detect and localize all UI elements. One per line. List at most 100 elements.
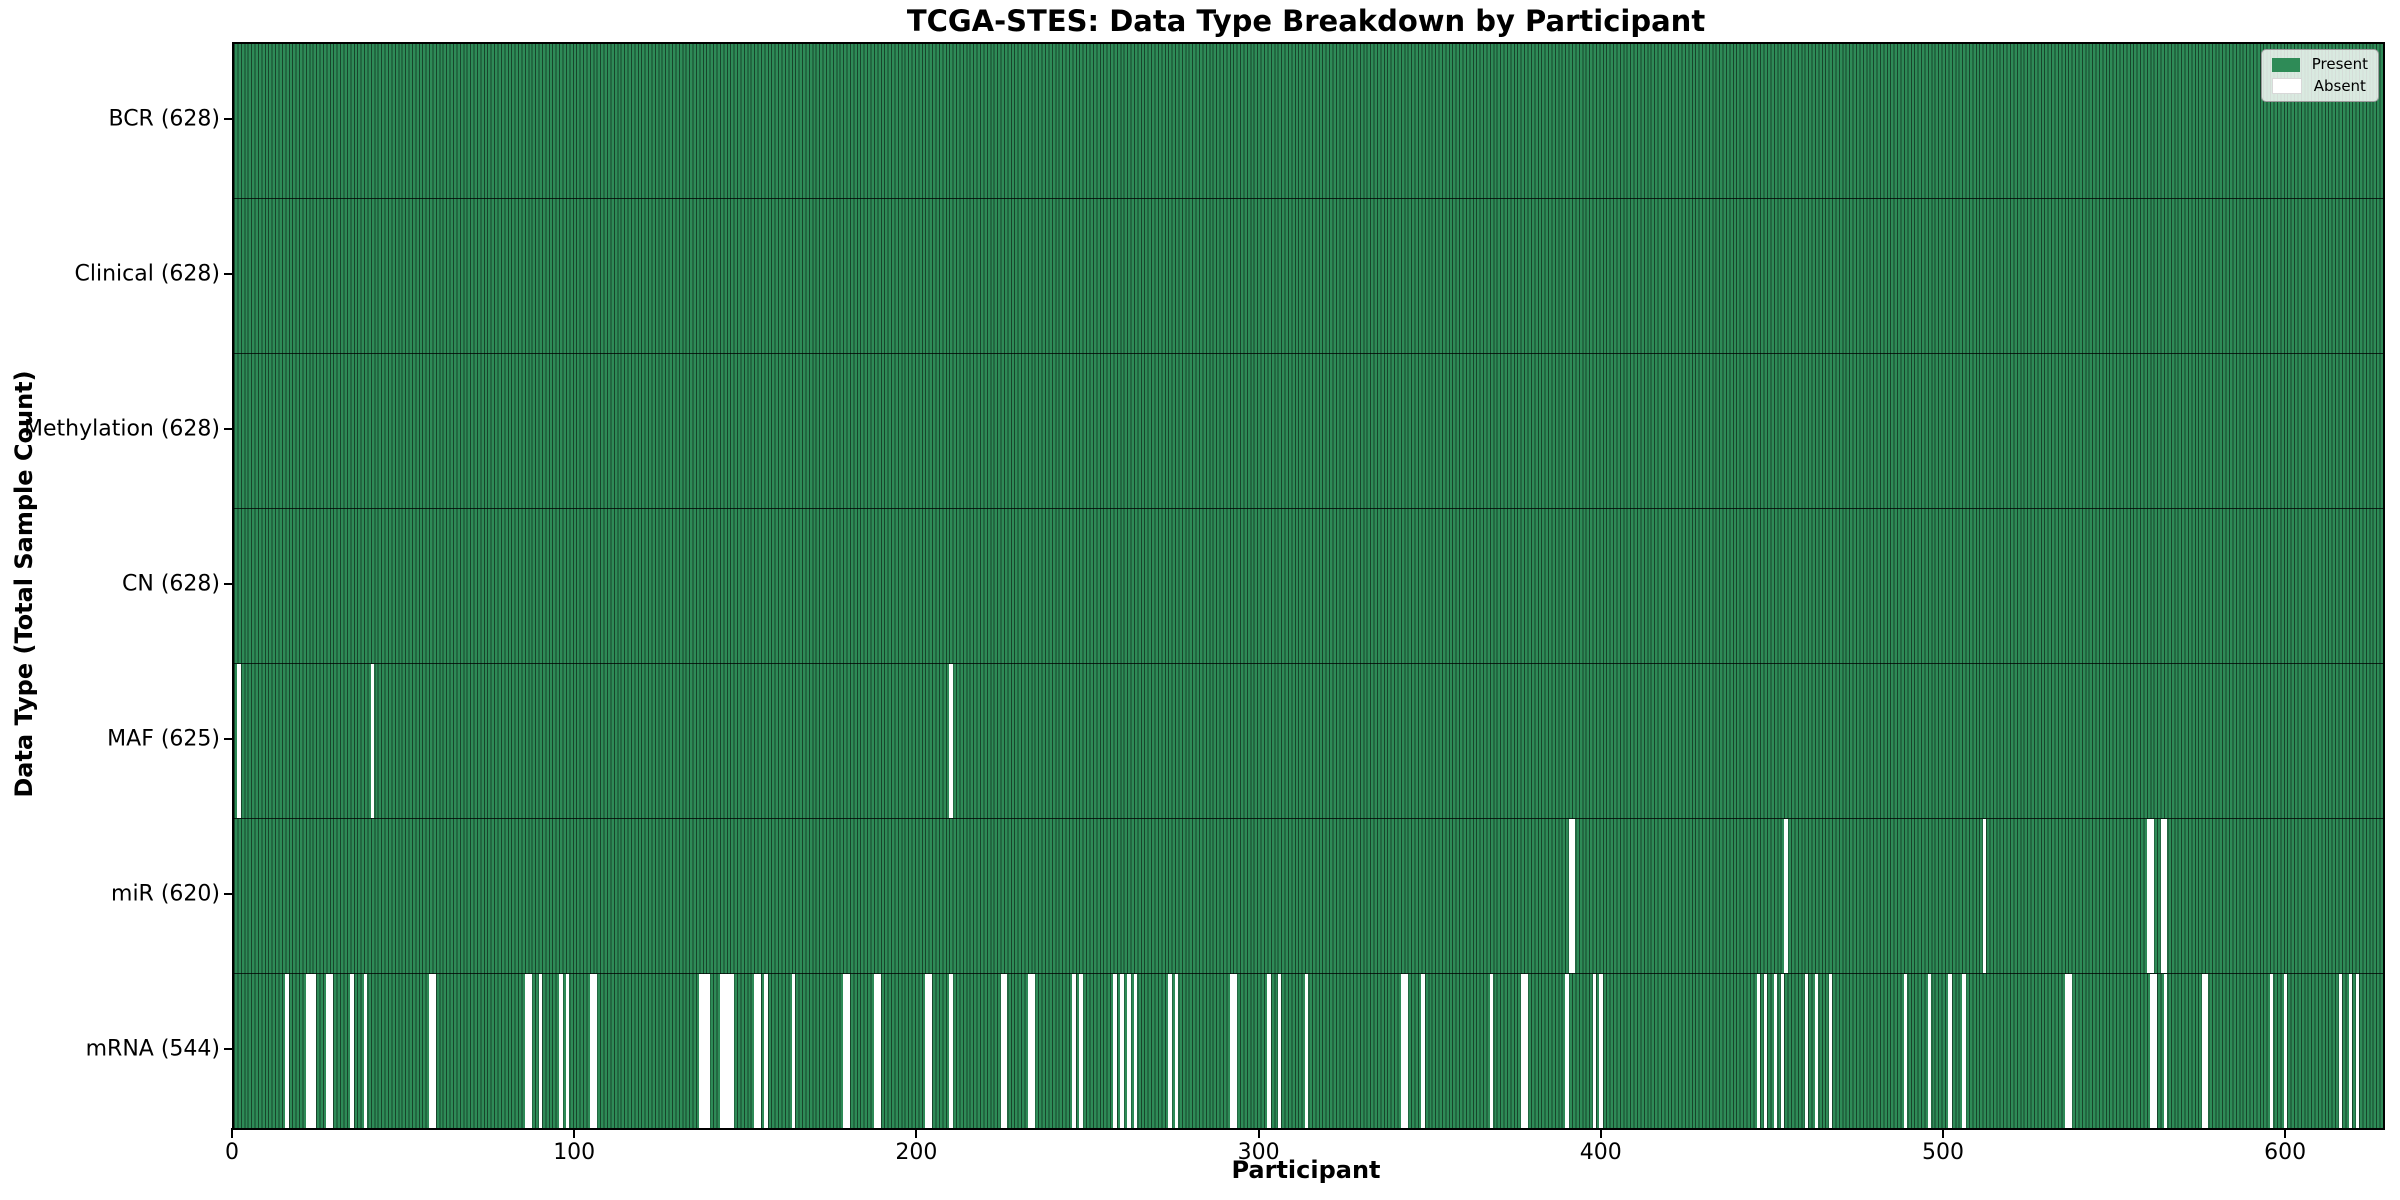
absent-stripe	[1571, 819, 1576, 973]
absent-stripe	[1229, 974, 1234, 1128]
y-tick-label: Clinical (628)	[74, 261, 220, 287]
y-tick-mark	[224, 583, 233, 585]
matrix-row-maf	[234, 663, 2383, 818]
absent-stripe	[2150, 819, 2154, 973]
absent-stripe	[429, 974, 433, 1128]
absent-stripe	[1031, 974, 1035, 1128]
absent-stripe	[2150, 974, 2154, 1128]
absent-stripe	[1814, 974, 1819, 1128]
absent-stripe	[1400, 974, 1405, 1128]
absent-stripe	[706, 974, 710, 1128]
absent-stripe	[305, 974, 310, 1128]
absent-stripe	[2153, 974, 2158, 1128]
absent-stripe	[1784, 819, 1788, 973]
absent-stripe	[699, 974, 703, 1128]
absent-stripe	[285, 974, 289, 1128]
absent-stripe	[791, 974, 796, 1128]
absent-stripe	[2205, 974, 2209, 1128]
y-tick-mark	[224, 892, 233, 895]
y-tick-label: CN (628)	[122, 571, 220, 597]
absent-stripe	[1072, 974, 1076, 1128]
absent-stripe	[1113, 974, 1117, 1128]
chart-title: TCGA-STES: Data Type Breakdown by Partic…	[906, 4, 1706, 38]
y-tick-mark	[224, 1047, 233, 1050]
absent-stripe	[1305, 974, 1309, 1128]
absent-stripe	[2283, 974, 2288, 1128]
x-tick-label: 100	[553, 1140, 596, 1165]
absent-stripe	[1903, 974, 1908, 1128]
absent-stripe	[1948, 974, 1952, 1128]
absent-stripe	[925, 974, 929, 1128]
absent-stripe	[309, 974, 313, 1128]
absent-stripe	[1927, 974, 1932, 1128]
absent-stripe	[2348, 974, 2353, 1128]
absent-stripe	[2146, 819, 2151, 973]
absent-stripe	[370, 664, 375, 818]
absent-stripe	[1828, 974, 1833, 1128]
x-tick-label: 500	[1921, 1140, 1964, 1165]
absent-stripe	[364, 974, 368, 1128]
absent-stripe	[1421, 974, 1425, 1128]
absent-stripe	[1267, 974, 1271, 1128]
absent-stripe	[1780, 974, 1785, 1128]
absent-stripe	[1120, 974, 1124, 1128]
absent-stripe	[1027, 974, 1032, 1128]
matrix-row-mrna	[234, 973, 2383, 1128]
legend-swatch-present	[2271, 57, 2300, 72]
matrix-row-bcr	[234, 44, 2383, 198]
absent-stripe	[1233, 974, 1237, 1128]
absent-stripe	[1079, 974, 1083, 1128]
y-tick-label: MAF (625)	[107, 726, 220, 752]
absent-stripe	[730, 974, 734, 1128]
absent-stripe	[1756, 974, 1761, 1128]
absent-stripe	[559, 974, 563, 1128]
absent-stripe	[326, 974, 330, 1128]
absent-stripe	[1982, 819, 1987, 973]
x-tick-mark	[573, 1128, 576, 1138]
absent-stripe	[949, 664, 953, 818]
matrix-row-methylation	[234, 353, 2383, 508]
legend-label: Present	[2311, 55, 2368, 73]
absent-stripe	[2338, 974, 2342, 1128]
absent-stripe	[873, 974, 878, 1128]
absent-stripe	[719, 974, 724, 1128]
matrix-row-clinical	[234, 198, 2383, 353]
absent-stripe	[1277, 974, 1282, 1128]
absent-stripe	[2270, 974, 2274, 1128]
absent-stripe	[432, 974, 436, 1128]
legend-swatch-absent	[2271, 78, 2302, 94]
absent-stripe	[846, 974, 850, 1128]
absent-stripe	[928, 974, 933, 1128]
x-tick-label: 0	[225, 1140, 239, 1165]
x-tick-label: 200	[895, 1140, 938, 1165]
absent-stripe	[524, 974, 529, 1128]
y-tick-label: mRNA (544)	[85, 1036, 220, 1062]
absent-stripe	[1404, 974, 1408, 1128]
y-tick-mark	[224, 118, 233, 121]
absent-stripe	[1568, 819, 1572, 973]
legend-item-absent: Absent	[2271, 78, 2368, 94]
absent-stripe	[1773, 974, 1778, 1128]
x-tick-label: 600	[2264, 1140, 2307, 1165]
x-tick-mark	[231, 1128, 233, 1138]
absent-stripe	[843, 974, 847, 1128]
legend: Present Absent	[2260, 49, 2379, 102]
absent-stripe	[2160, 819, 2164, 973]
x-tick-mark	[915, 1128, 918, 1138]
absent-stripe	[1763, 974, 1768, 1128]
absent-stripe	[350, 974, 354, 1128]
x-tick-mark	[1257, 1128, 1260, 1138]
absent-stripe	[702, 974, 707, 1128]
absent-stripe	[593, 974, 597, 1128]
absent-stripe	[237, 664, 241, 818]
y-tick-label: Methylation (628)	[24, 416, 220, 442]
absent-stripe	[2064, 974, 2069, 1128]
matrix-row-cn	[234, 508, 2383, 663]
absent-stripe	[1962, 974, 1966, 1128]
absent-stripe	[949, 974, 953, 1128]
absent-stripe	[1520, 974, 1525, 1128]
matrix-row-mir	[234, 818, 2383, 973]
y-tick-mark	[224, 737, 233, 740]
absent-stripe	[726, 974, 731, 1128]
absent-stripe	[2163, 974, 2168, 1128]
